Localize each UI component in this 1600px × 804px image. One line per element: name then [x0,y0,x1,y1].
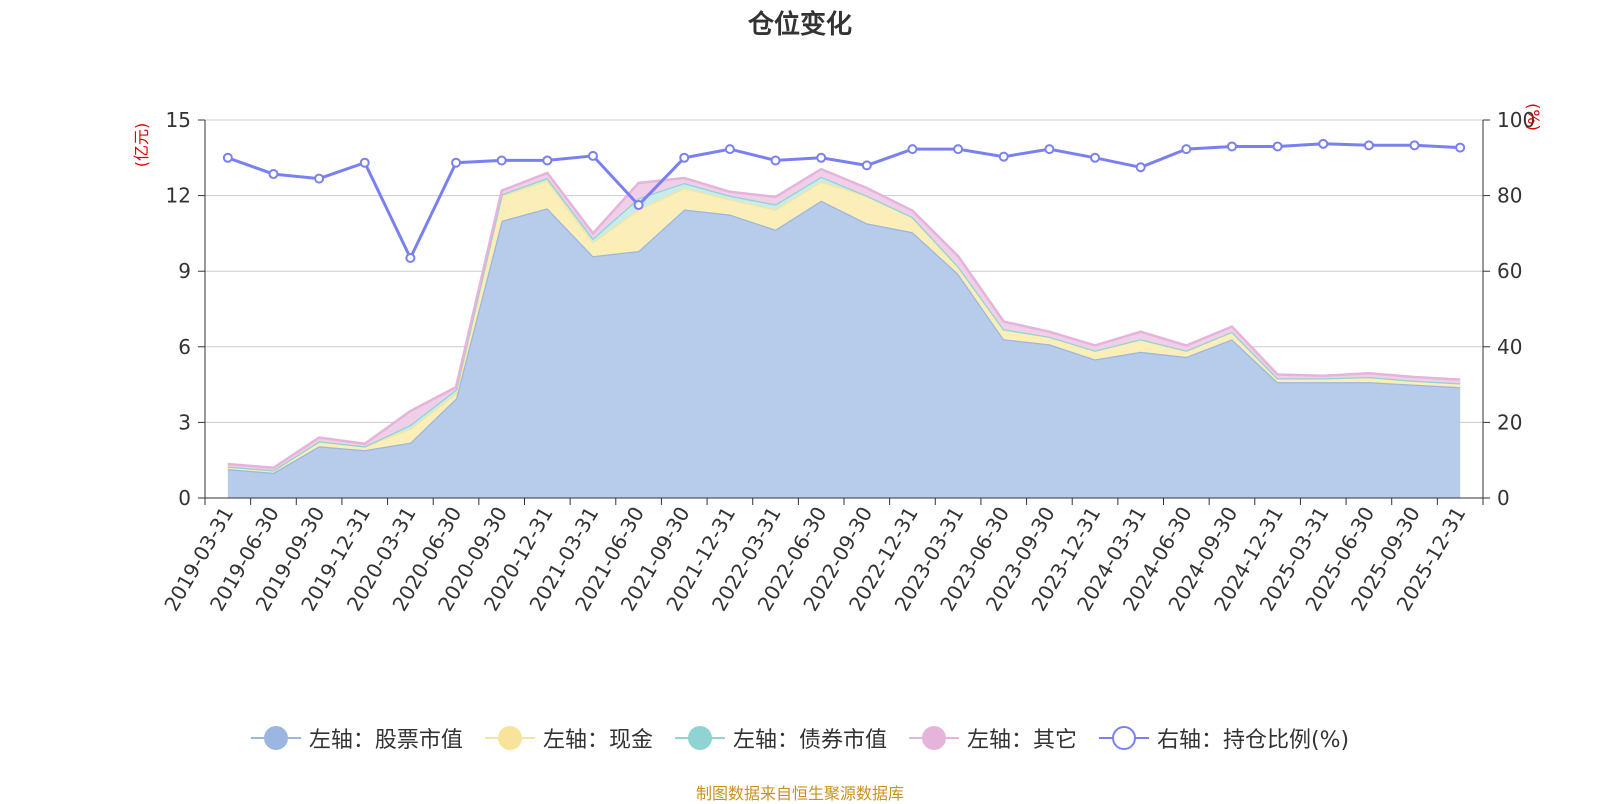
ratio-point [1090,152,1101,163]
legend-swatch-icon [674,726,725,750]
ratio-point [1044,144,1055,155]
ratio-point [1181,144,1192,155]
ratio-point [1363,140,1374,151]
ratio-point [679,152,690,163]
stacked-areas [227,167,1461,498]
right-tick-label: 100 [1497,108,1535,132]
ratio-point [1226,141,1237,152]
ratio-point [1409,140,1420,151]
left-tick-label: 12 [166,184,191,208]
right-tick-label: 0 [1497,486,1510,510]
ratio-point [998,151,1009,162]
legend-swatch-icon [1098,726,1149,750]
ratio-point [1135,162,1146,173]
left-tick-label: 6 [178,335,191,359]
legend-item[interactable]: 左轴：其它 [908,722,1077,754]
ratio-point [770,155,781,166]
right-tick-label: 60 [1497,259,1522,283]
legend-label: 左轴：债券市值 [732,728,887,753]
right-axis-unit: (%) [1524,103,1543,131]
area-line-other [227,167,1461,470]
legend-swatch-icon [908,726,959,750]
ratio-point [633,200,644,211]
ratio-point [816,152,827,163]
ratio-point [1455,142,1466,153]
ratio-line [227,142,1461,262]
right-tick-label: 80 [1497,184,1522,208]
ratio-point [405,252,416,263]
left-tick-label: 15 [166,108,191,132]
ratio-point [724,144,735,155]
ratio-line-series [222,138,1466,263]
ratio-point [496,155,507,166]
legend-item[interactable]: 左轴：债券市值 [674,722,887,754]
legend-item[interactable]: 左轴：现金 [484,722,653,754]
legend-label: 左轴：现金 [542,728,653,753]
left-tick-label: 3 [178,410,191,434]
chart-title: 仓位变化 [747,10,852,40]
data-source-note: 制图数据来自恒生聚源数据库 [695,784,904,803]
ratio-point [861,160,872,171]
legend-item[interactable]: 右轴：持仓比例(%) [1098,722,1350,754]
right-tick-label: 20 [1497,410,1522,434]
ratio-point [542,155,553,166]
ratio-point [314,173,325,184]
legend-swatch-icon [484,726,535,750]
left-tick-label: 0 [178,486,191,510]
legend-swatch-icon [250,726,301,750]
legend-label: 左轴：股票市值 [308,728,463,753]
legend: 左轴：股票市值 左轴：现金 左轴：债券市值 左轴：其它 右轴：持仓比例(%) [0,722,1600,754]
ratio-point [587,150,598,161]
left-axis-unit: (亿元) [132,123,151,168]
ratio-point [359,157,370,168]
ratio-point [907,144,918,155]
legend-label: 左轴：其它 [966,728,1077,753]
legend-label: 右轴：持仓比例(%) [1156,728,1350,753]
ratio-point [1272,141,1283,152]
ratio-point [222,152,233,163]
legend-item[interactable]: 左轴：股票市值 [250,722,463,754]
area-fill-stock [227,200,1461,498]
ratio-point [451,157,462,168]
ratio-point [953,144,964,155]
area-fill-cash [227,180,1461,473]
ratio-point [1318,138,1329,149]
right-tick-label: 40 [1497,335,1522,359]
ratio-point [268,169,279,180]
left-tick-label: 9 [178,259,191,283]
